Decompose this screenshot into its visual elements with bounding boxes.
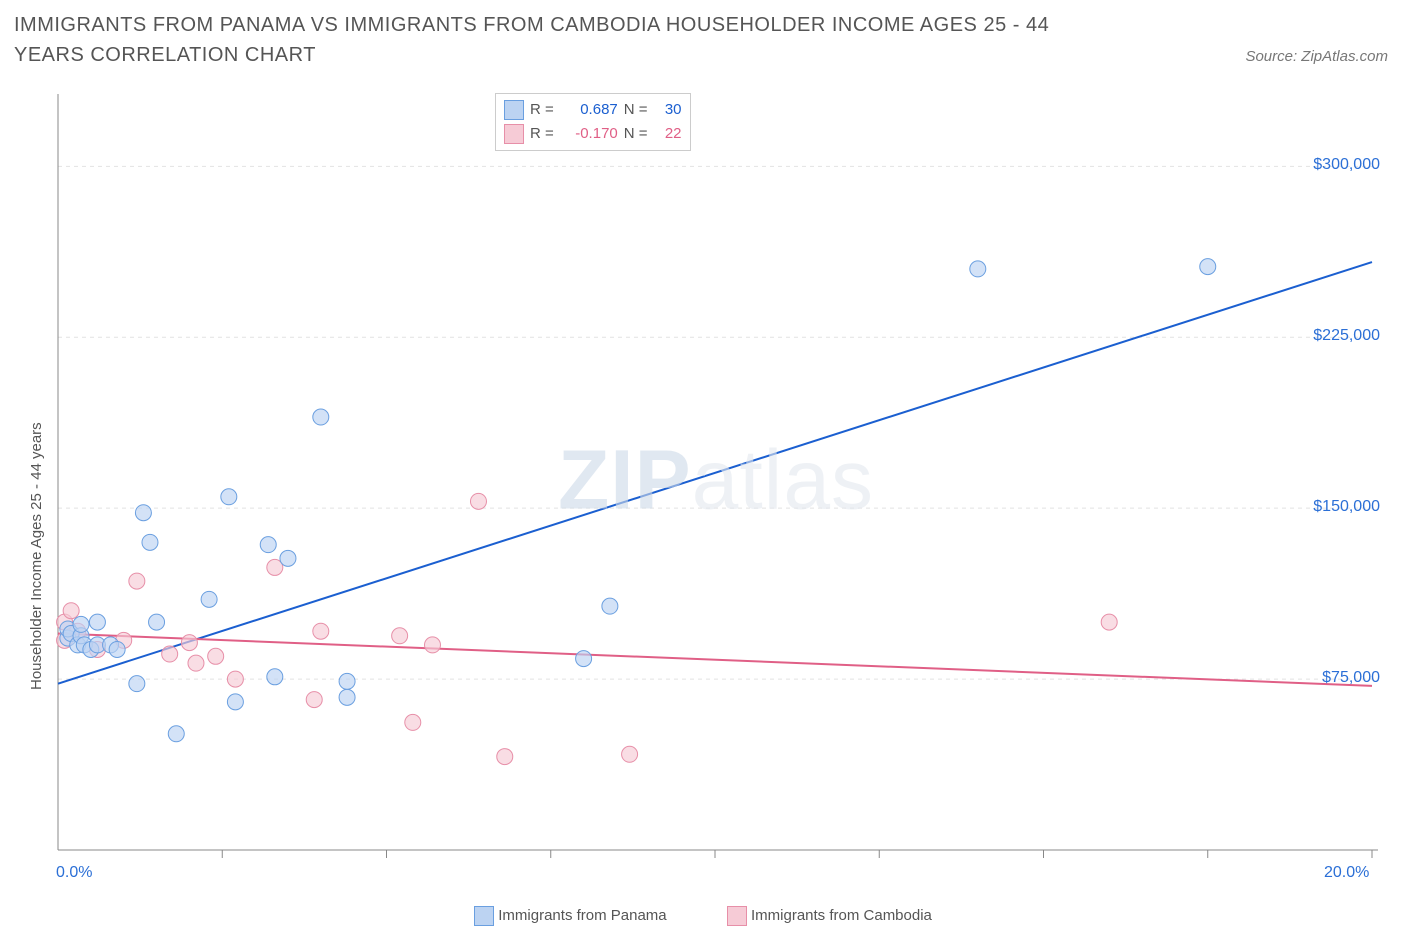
legend-swatch-panama-bottom	[474, 906, 494, 926]
plot-area: ZIPatlas R = 0.687 N = 30 R = -0.170 N =…	[50, 90, 1382, 870]
legend-label-cambodia: Immigrants from Cambodia	[751, 907, 932, 924]
r-prefix-1: R =	[530, 98, 554, 122]
plot-svg	[50, 90, 1382, 870]
stats-legend: R = 0.687 N = 30 R = -0.170 N = 22	[495, 93, 691, 151]
n-value-panama: 30	[654, 98, 682, 122]
r-prefix-2: R =	[530, 122, 554, 146]
stats-row-1: R = 0.687 N = 30	[504, 98, 682, 122]
y-tick-label: $300,000	[1296, 156, 1380, 174]
chart-container: IMMIGRANTS FROM PANAMA VS IMMIGRANTS FRO…	[0, 0, 1406, 930]
n-value-cambodia: 22	[654, 122, 682, 146]
series-legend: Immigrants from Panama Immigrants from C…	[0, 906, 1406, 926]
n-prefix-1: N =	[624, 98, 648, 122]
y-tick-label: $75,000	[1296, 669, 1380, 687]
chart-title: IMMIGRANTS FROM PANAMA VS IMMIGRANTS FRO…	[14, 10, 1114, 70]
legend-swatch-cambodia	[504, 124, 524, 144]
legend-item-cambodia: Immigrants from Cambodia	[727, 907, 932, 924]
legend-label-panama: Immigrants from Panama	[498, 907, 666, 924]
y-tick-label: $225,000	[1296, 327, 1380, 345]
y-tick-label: $150,000	[1296, 498, 1380, 516]
x-axis-max-label: 20.0%	[1324, 864, 1369, 882]
x-axis-min-label: 0.0%	[56, 864, 92, 882]
legend-swatch-cambodia-bottom	[727, 906, 747, 926]
stats-row-2: R = -0.170 N = 22	[504, 122, 682, 146]
legend-swatch-panama	[504, 100, 524, 120]
n-prefix-2: N =	[624, 122, 648, 146]
y-axis-label: Householder Income Ages 25 - 44 years	[28, 422, 45, 690]
source-label: Source: ZipAtlas.com	[1245, 48, 1388, 65]
r-value-panama: 0.687	[560, 98, 618, 122]
legend-item-panama: Immigrants from Panama	[474, 907, 671, 924]
r-value-cambodia: -0.170	[560, 122, 618, 146]
